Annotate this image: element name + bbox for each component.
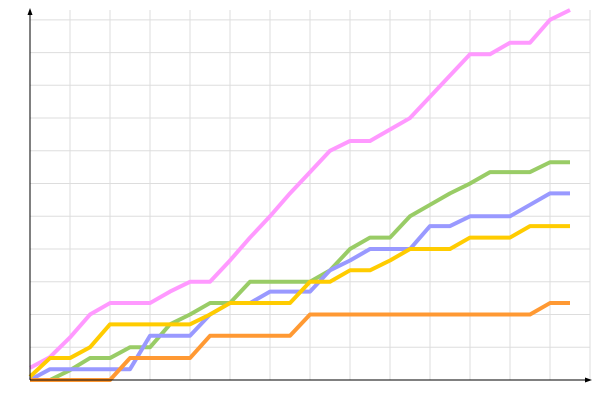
series-line — [29, 8, 571, 370]
x-axis-arrow — [585, 377, 592, 383]
lines — [28, 8, 571, 382]
y-axis-arrow — [27, 8, 33, 15]
series-line — [30, 301, 570, 382]
series-line — [29, 191, 570, 382]
series-line — [28, 224, 570, 379]
series-line — [30, 160, 570, 382]
